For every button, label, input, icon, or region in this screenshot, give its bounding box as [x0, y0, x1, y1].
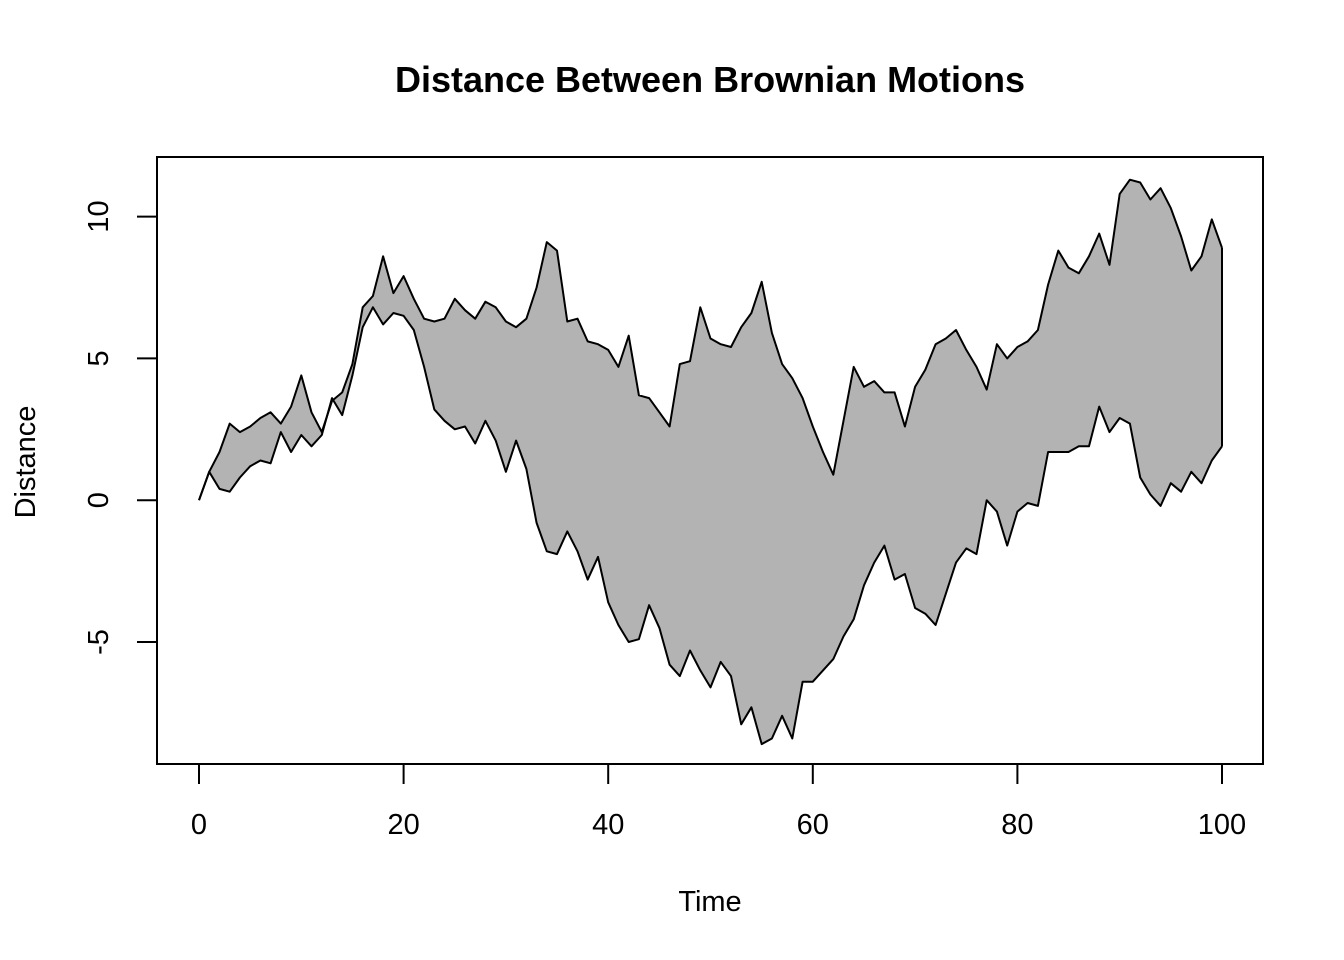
x-tick-label: 60 — [797, 809, 829, 841]
y-tick-label: 0 — [83, 492, 115, 508]
x-axis-label: Time — [678, 886, 741, 918]
y-tick-label: 10 — [83, 200, 115, 232]
x-tick-label: 20 — [387, 809, 419, 841]
y-axis: -5 0 5 10 — [83, 200, 158, 655]
x-tick-label: 0 — [191, 809, 207, 841]
y-tick-label: 5 — [83, 350, 115, 366]
x-axis: 0 20 40 60 80 100 — [191, 763, 1246, 841]
chart-title: Distance Between Brownian Motions — [395, 59, 1025, 100]
series-line-2 — [198, 306, 1223, 746]
y-tick-label: -5 — [83, 629, 115, 655]
plot-area — [198, 178, 1223, 746]
x-tick-label: 100 — [1198, 809, 1246, 841]
filled-band — [199, 179, 1222, 745]
y-axis-label: Distance — [10, 406, 42, 519]
series-line-1 — [198, 178, 1223, 501]
x-tick-label: 80 — [1001, 809, 1033, 841]
x-tick-label: 40 — [592, 809, 624, 841]
